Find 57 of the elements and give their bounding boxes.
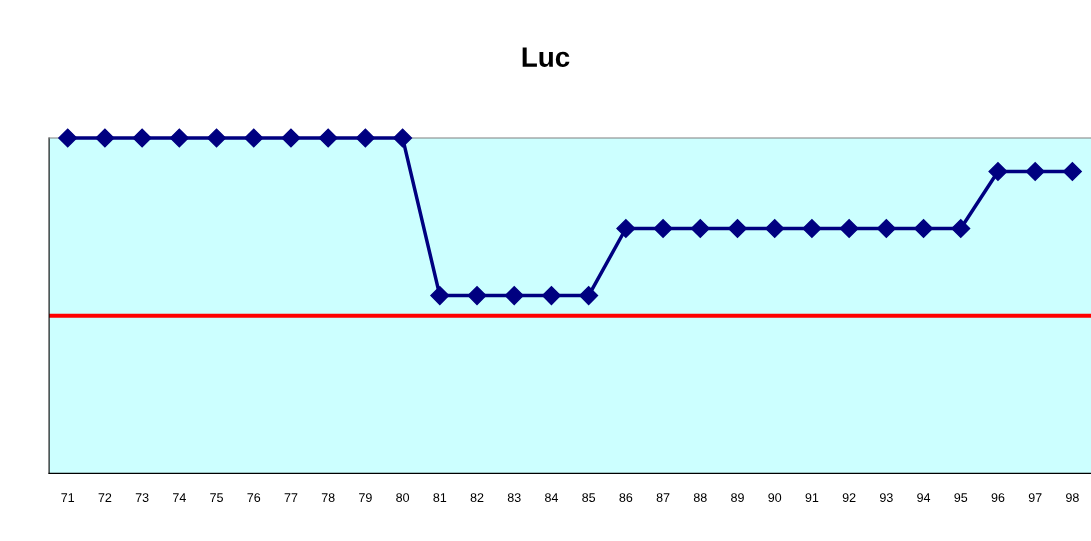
point (839, 218, 859, 239)
point (914, 218, 934, 239)
x-tick-label: 77 (284, 493, 298, 502)
x-tick-label: 72 (98, 493, 112, 502)
x-tick-label: 81 (433, 493, 447, 502)
x-tick-label: 82 (470, 493, 484, 502)
chart-title: Luc (522, 47, 570, 67)
x-tick-label: 75 (210, 493, 223, 502)
point (690, 218, 710, 239)
x-tick-label: 96 (991, 493, 1005, 502)
x-tick-label: 90 (768, 493, 782, 502)
point (281, 128, 301, 148)
point (169, 128, 189, 148)
x-tick-label: 76 (247, 493, 261, 502)
point (727, 218, 748, 239)
point (467, 286, 487, 306)
x-tick-label: 83 (507, 493, 521, 502)
x-tick-label: 73 (135, 493, 149, 502)
point (579, 286, 599, 306)
x-tick-label: 80 (396, 493, 410, 502)
point (318, 128, 338, 148)
point (95, 128, 115, 148)
x-tick-label: 87 (656, 493, 670, 502)
point (802, 218, 822, 239)
point (876, 218, 896, 239)
x-tick-label: 84 (545, 493, 559, 502)
point (1025, 161, 1045, 182)
x-tick-label: 92 (842, 493, 856, 502)
point (430, 286, 450, 306)
point (951, 218, 971, 239)
point (653, 218, 673, 239)
x-tick-label: 78 (321, 493, 335, 502)
point (207, 128, 227, 148)
x-tick-label: 91 (805, 493, 819, 502)
point (988, 161, 1008, 182)
x-tick-label: 74 (173, 493, 186, 502)
x-tick-label: 98 (1066, 493, 1079, 502)
x-tick-label: 95 (954, 493, 968, 502)
point (393, 128, 413, 148)
x-tick-label: 94 (917, 493, 931, 502)
x-tick-label: 86 (619, 493, 633, 502)
x-tick-label: 89 (731, 493, 744, 502)
x-tick-label: 79 (359, 493, 372, 502)
point (616, 218, 636, 239)
x-tick-label: 88 (693, 493, 707, 502)
x-tick-label: 93 (879, 493, 893, 502)
point (355, 128, 375, 148)
x-tick-label: 97 (1028, 493, 1042, 502)
point (244, 128, 264, 148)
x-tick-label: 71 (61, 493, 75, 502)
point (504, 286, 524, 306)
x-tick-label: 85 (582, 493, 596, 502)
point (1062, 161, 1082, 182)
point (541, 286, 561, 306)
point (58, 128, 78, 148)
point (765, 218, 785, 239)
point (132, 128, 152, 148)
